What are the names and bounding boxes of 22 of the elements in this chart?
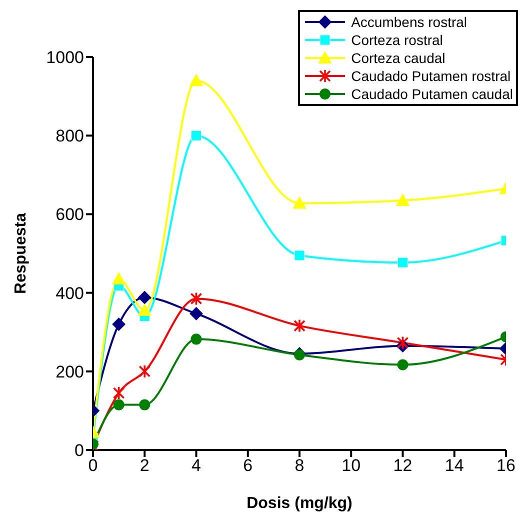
x-tick-label: 0 — [88, 456, 98, 476]
x-tick-label: 6 — [243, 456, 253, 476]
x-axis-title: Dosis (mg/kg) — [246, 495, 352, 512]
x-tick-label: 14 — [444, 456, 464, 476]
legend-label: Accumbens rostral — [351, 13, 468, 31]
legend-label: Corteza rostral — [351, 31, 443, 49]
x-tick-label: 16 — [496, 456, 516, 476]
y-tick-label: 600 — [56, 205, 84, 224]
x-tick-label: 8 — [294, 456, 304, 476]
y-tick-label: 800 — [56, 126, 84, 146]
legend-label: Corteza caudal — [351, 49, 446, 67]
x-tick-label: 12 — [393, 456, 412, 476]
legend-label: Caudado Putamen caudal — [351, 85, 513, 103]
x-tick-label: 4 — [192, 456, 201, 476]
y-tick-label: 1000 — [46, 48, 84, 68]
y-tick-label: 400 — [56, 284, 84, 303]
legend-label: Caudado Putamen rostral — [351, 67, 511, 85]
y-tick-label: 0 — [74, 441, 84, 460]
x-tick-label: 2 — [140, 456, 150, 476]
x-tick-label: 10 — [342, 456, 361, 476]
y-tick-label: 200 — [56, 362, 84, 382]
y-axis-title: Respuesta — [12, 212, 30, 294]
